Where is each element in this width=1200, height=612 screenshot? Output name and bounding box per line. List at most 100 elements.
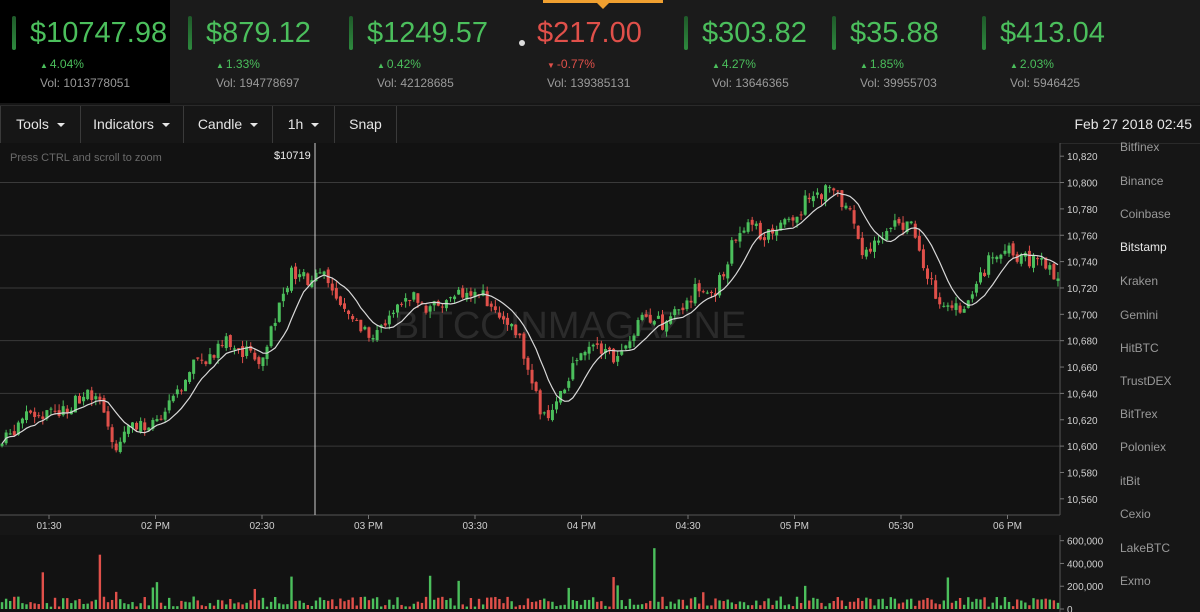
- candle-body: [126, 425, 130, 434]
- exchange-coinbase[interactable]: Coinbase: [1120, 207, 1171, 221]
- candle-body: [106, 411, 110, 427]
- candle-body: [416, 293, 420, 303]
- candle-body: [61, 406, 65, 416]
- volume-bar: [844, 605, 848, 609]
- candle-body: [644, 314, 648, 317]
- candle-body: [241, 346, 245, 357]
- ticker-3[interactable]: $217.00 ▼ -0.77% Vol: 139385131: [507, 0, 677, 103]
- candle-body: [33, 411, 37, 417]
- volume-bar: [29, 602, 32, 609]
- exchange-binance[interactable]: Binance: [1120, 174, 1164, 188]
- candle-body: [917, 236, 921, 251]
- price-chart[interactable]: BITCOINMAGAZINE 10,560 10,580 10,600 10,620 1…: [0, 143, 1200, 612]
- ticker-6[interactable]: $413.04 ▲ 2.03% Vol: 5946425: [970, 0, 1140, 103]
- ticker-2[interactable]: $1249.57 ▲ 0.42% Vol: 42128685: [337, 0, 507, 103]
- ticker-price: $303.82: [702, 17, 807, 49]
- candle-body: [143, 422, 147, 431]
- candle-body: [269, 326, 273, 347]
- volume-bar: [848, 601, 852, 609]
- price-tick-label: 10,820: [1067, 152, 1098, 163]
- candle-body: [318, 272, 322, 274]
- candle-body: [224, 336, 228, 349]
- candle-body: [860, 237, 864, 256]
- volume-bar: [653, 548, 656, 609]
- exchange-trustdex[interactable]: TrustDEX: [1120, 374, 1172, 388]
- exchange-bitstamp[interactable]: Bitstamp: [1120, 240, 1167, 254]
- ticker-1[interactable]: $879.12 ▲ 1.33% Vol: 194778697: [176, 0, 346, 103]
- volume-bar: [714, 598, 717, 609]
- candle-body: [102, 398, 106, 413]
- exchange-hitbtc[interactable]: HitBTC: [1120, 341, 1159, 355]
- volume-bar: [873, 605, 876, 609]
- candle-body: [310, 280, 314, 288]
- ticker-4[interactable]: $303.82 ▲ 4.27% Vol: 13646365: [672, 0, 842, 103]
- volume-bar: [404, 606, 407, 609]
- ticker-change-value: 1.33%: [225, 57, 260, 71]
- volume-bar: [1020, 600, 1023, 609]
- candle-body: [363, 326, 367, 330]
- candle-body: [714, 293, 717, 296]
- volume-bar: [384, 605, 387, 609]
- volume-bar: [396, 597, 399, 609]
- candle-body: [995, 256, 999, 260]
- candle-body: [636, 320, 640, 336]
- candle-body: [885, 231, 889, 240]
- volume-bar: [1044, 598, 1047, 609]
- volume-bar: [962, 604, 966, 609]
- interval-label: 1h: [287, 116, 304, 132]
- exchange-bittrex[interactable]: BitTrex: [1120, 407, 1158, 421]
- candle-body: [408, 300, 412, 302]
- candle-body: [391, 312, 395, 315]
- tools-dropdown[interactable]: Tools: [0, 106, 81, 143]
- volume-bar: [437, 597, 440, 609]
- candle-body: [347, 310, 351, 315]
- exchange-lakebtc[interactable]: LakeBTC: [1120, 541, 1171, 555]
- ticker-change-value: 4.27%: [721, 57, 756, 71]
- exchange-gemini[interactable]: Gemini: [1120, 308, 1159, 322]
- volume-bar: [661, 596, 664, 609]
- volume-bar: [828, 603, 831, 609]
- arrow-up-icon: ▲: [860, 61, 868, 70]
- ticker-change-value: 2.03%: [1019, 57, 1054, 71]
- candle-body: [387, 315, 391, 325]
- candle-body: [542, 412, 546, 414]
- volume-bar: [571, 600, 575, 609]
- volume-bar: [339, 598, 342, 609]
- candle-body: [673, 309, 677, 316]
- candle-body: [575, 360, 579, 362]
- volume-bar: [1015, 599, 1019, 609]
- candle-body: [330, 283, 334, 291]
- volume-bar: [90, 601, 93, 609]
- candle-body: [705, 292, 709, 294]
- candle-body: [991, 257, 995, 259]
- candle-body: [465, 292, 469, 300]
- candle-body: [754, 223, 758, 226]
- exchange-poloniex[interactable]: Poloniex: [1120, 440, 1167, 454]
- volume-bar: [1036, 599, 1039, 609]
- exchange-kraken[interactable]: Kraken: [1120, 274, 1159, 288]
- candle-body: [237, 348, 240, 350]
- candle-body: [98, 396, 102, 400]
- volume-bar: [155, 582, 159, 609]
- volume-bar: [563, 604, 566, 609]
- volume-bar: [102, 596, 106, 609]
- chart-type-dropdown[interactable]: Candle: [184, 106, 273, 143]
- indicators-dropdown[interactable]: Indicators: [80, 106, 184, 143]
- ticker-0[interactable]: $10747.98 ▲ 4.04% Vol: 1013778051: [0, 0, 170, 103]
- candle-body: [298, 274, 302, 278]
- exchange-exmo[interactable]: Exmo: [1120, 574, 1151, 588]
- chart-type-label: Candle: [197, 116, 243, 132]
- candle-body: [905, 221, 909, 233]
- exchange-itbit[interactable]: itBit: [1120, 474, 1141, 488]
- interval-dropdown[interactable]: 1h: [273, 106, 335, 143]
- exchange-cexio[interactable]: Cexio: [1120, 507, 1151, 521]
- volume-bar: [702, 592, 705, 609]
- candle-body: [889, 227, 893, 229]
- candle-body: [485, 291, 489, 307]
- volume-bar: [420, 602, 424, 609]
- snap-button[interactable]: Snap: [335, 106, 397, 143]
- ticker-price: $10747.98: [30, 17, 168, 49]
- exchange-bitfinex[interactable]: Bitfinex: [1120, 140, 1160, 154]
- ticker-5[interactable]: $35.88 ▲ 1.85% Vol: 39955703: [820, 0, 990, 103]
- candle-body: [196, 357, 200, 359]
